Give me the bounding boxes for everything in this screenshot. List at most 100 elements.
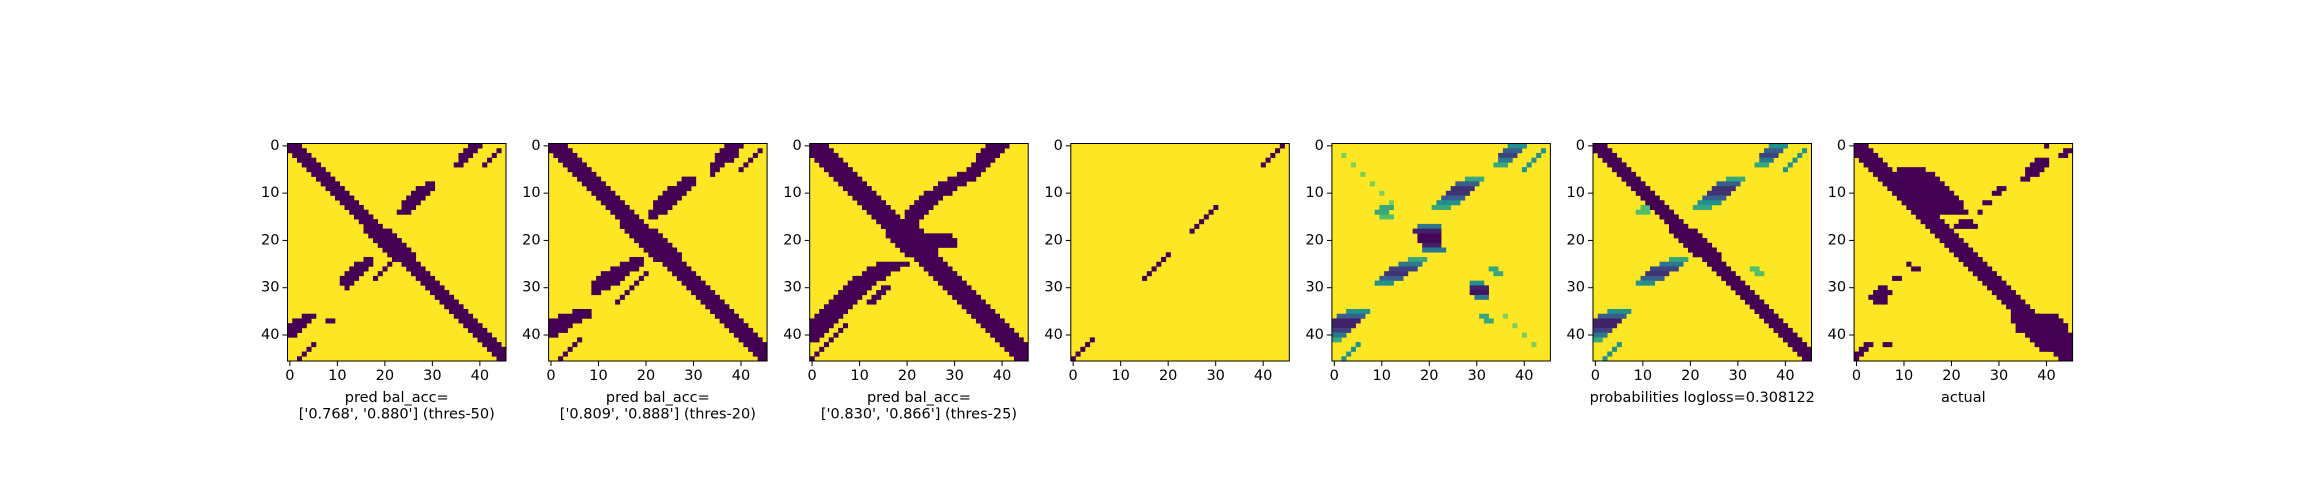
heatmap-cell [1431,204,1451,210]
heatmap-cell [842,323,848,329]
heatmap-cell [947,176,977,182]
heatmap-cell [572,342,578,348]
heatmap-cell [1331,318,1361,324]
heatmap-cell [377,271,383,277]
heatmap-cell [1450,186,1475,192]
y-tick-label: 20 [1044,232,1062,248]
x-tick-label: 30 [1990,368,2008,384]
x-tick-label: 30 [684,368,702,384]
x-axis-label: pred bal_acc= [345,390,449,406]
heatmap-cell [1673,233,1703,239]
axes-frame [1853,143,2074,362]
heatmap-cell [1906,181,1945,187]
heatmap-cell [1958,256,1983,263]
heatmap-cell [2015,327,2069,333]
y-tick-label: 10 [783,185,801,201]
heatmap-cell [724,143,744,149]
y-tick-label: 20 [261,232,279,248]
heatmap-cell [757,356,768,362]
heatmap-cell [1958,219,1974,225]
heatmap-cell [562,351,568,357]
heatmap-cell [468,143,483,149]
x-tick-label: 0 [1330,368,1339,384]
heatmap-cell [1745,299,1765,305]
heatmap-cell [923,266,953,272]
heatmap-cell [1915,190,1955,196]
heatmap-cell [1165,252,1171,258]
heatmap-cell [496,356,507,362]
heatmap-cell [401,204,417,210]
heatmap-cell [2053,351,2073,357]
heatmap-cell [1659,214,1679,220]
heatmap-cell [387,261,393,267]
heatmap-cell [1151,266,1157,272]
heatmap-cell [828,171,858,177]
x-tick-label: 20 [898,368,916,384]
heatmap-cell [653,204,673,210]
heatmap-cell [942,285,972,291]
heatmap-cell [354,214,374,220]
heatmap-cell [2025,332,2073,338]
heatmap-cell [1877,176,1902,182]
heatmap-cell [1593,148,1613,154]
heatmap-cell [1521,332,1527,338]
x-tick-label: 10 [1895,368,1913,384]
y-tick-label: 30 [1828,280,1846,296]
heatmap-cell [667,266,692,272]
heatmap-cell [1759,157,1774,163]
heatmap-cell [1863,162,1888,168]
x-axis-label: ['0.830', '0.866'] (thres-25) [821,407,1017,423]
heatmap-cell [1469,285,1489,291]
x-tick-label: 0 [285,368,294,384]
heatmap-cell [990,332,1019,338]
y-tick-label: 30 [1044,280,1062,296]
heatmap-cell [809,332,825,338]
heatmap-cell [985,327,1015,333]
heatmap-cell [1854,152,1879,158]
axes-frame [1331,143,1551,362]
heatmap-cell [363,223,383,229]
heatmap-cell [297,157,317,163]
heatmap-cell [548,148,573,154]
x-axis-label: actual [1941,390,1986,406]
heatmap-cell [1669,223,1689,229]
heatmap-cell [339,200,360,206]
heatmap-cell [819,308,848,315]
heatmap-cell [1398,261,1423,267]
heatmap-cell [1635,280,1656,286]
heatmap-cell [1602,157,1622,163]
heatmap-cell [1925,223,1950,229]
heatmap-cell [914,200,939,206]
heatmap-cell [686,285,711,291]
heatmap-cell [581,181,606,187]
heatmap-cell [643,247,678,253]
heatmap-cell [1783,167,1789,173]
heatmap-cell [1930,228,1955,234]
heatmap-cell [605,204,630,210]
heatmap-cell [349,209,369,215]
y-tick-label: 30 [261,280,279,296]
heatmap-cell [638,242,673,248]
heatmap-cell [548,323,573,329]
heatmap-cell [1896,167,1926,173]
x-tick-label: 20 [376,368,394,384]
heatmap-cell [411,271,431,277]
heatmap-cell [1726,176,1746,182]
axes-frame [287,143,507,362]
heatmap-cell [1004,346,1029,352]
heatmap-cell [482,162,488,168]
heatmap-cell [586,186,611,192]
heatmap-cell [710,167,720,173]
heatmap-cell [439,299,459,305]
heatmap-cell [558,313,592,319]
heatmap-cell [833,332,839,338]
heatmap-cell [1911,209,1936,215]
heatmap-cell [1341,152,1347,158]
heatmap-cell [1802,356,1812,362]
heatmap-cell [572,171,597,177]
heatmap-cell [1711,186,1736,192]
heatmap-cell [1792,346,1812,352]
heatmap-cell [382,266,388,272]
heatmap-cell [1640,204,1656,210]
y-tick-label: 30 [522,280,540,296]
